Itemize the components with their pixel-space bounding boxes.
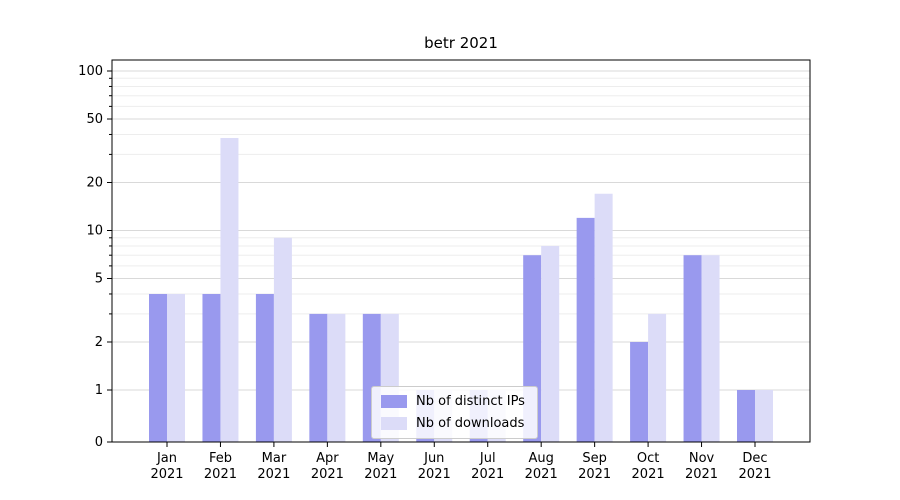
x-tick-label-month: Oct — [637, 451, 659, 466]
x-tick-label-month: Dec — [742, 451, 767, 466]
y-tick-label: 100 — [78, 64, 103, 79]
bar-downloads — [220, 138, 239, 442]
x-tick-label-year: 2021 — [204, 467, 237, 482]
x-tick-label-month: Aug — [528, 451, 553, 466]
x-tick-label-month: Nov — [689, 451, 715, 466]
y-tick-label: 2 — [95, 335, 103, 350]
bar-distinct-ips — [630, 341, 649, 442]
x-tick-label-year: 2021 — [471, 467, 504, 482]
bar-downloads — [701, 255, 720, 442]
x-tick-label-month: Jul — [479, 451, 496, 466]
x-tick-label-month: May — [367, 451, 394, 466]
x-tick-label-year: 2021 — [311, 467, 344, 482]
x-tick-label-year: 2021 — [257, 467, 290, 482]
y-tick-label: 20 — [86, 175, 103, 190]
x-tick-label-year: 2021 — [578, 467, 611, 482]
legend-label-downloads: Nb of downloads — [416, 416, 525, 431]
bar-distinct-ips — [576, 217, 595, 442]
x-tick-label-month: Jun — [423, 451, 444, 466]
legend-item-distinct-ips: Nb of distinct IPs — [381, 394, 525, 409]
x-tick-label-month: Apr — [316, 451, 339, 466]
x-tick-label-year: 2021 — [738, 467, 771, 482]
plot-border — [111, 59, 811, 443]
bar-downloads — [273, 237, 292, 442]
y-tick-label: 10 — [86, 224, 103, 239]
x-tick-label-month: Mar — [262, 451, 287, 466]
x-tick-label-month: Sep — [582, 451, 607, 466]
y-tick-label: 5 — [95, 272, 103, 287]
bar-downloads — [594, 193, 613, 442]
bar-downloads — [167, 293, 185, 442]
bar-distinct-ips — [149, 293, 167, 442]
y-tick-label: 0 — [95, 435, 103, 450]
bar-distinct-ips — [255, 293, 274, 442]
y-tick-label: 50 — [86, 112, 103, 127]
legend-swatch-distinct-ips — [381, 395, 407, 408]
x-tick-label-month: Feb — [209, 451, 232, 466]
legend-swatch-downloads — [381, 417, 407, 430]
bar-distinct-ips — [202, 293, 221, 442]
legend-label-distinct-ips: Nb of distinct IPs — [416, 394, 525, 409]
x-tick-label-year: 2021 — [150, 467, 183, 482]
x-tick-label-year: 2021 — [525, 467, 558, 482]
bar-downloads — [541, 245, 560, 442]
legend-item-downloads: Nb of downloads — [381, 416, 525, 431]
chart-title: betr 2021 — [424, 34, 498, 52]
bar-downloads — [648, 313, 667, 442]
bar-downloads — [327, 313, 346, 442]
bar-distinct-ips — [737, 390, 755, 442]
x-tick-label-year: 2021 — [364, 467, 397, 482]
x-tick-label-month: Jan — [156, 451, 177, 466]
x-tick-label-year: 2021 — [418, 467, 451, 482]
x-tick-label-year: 2021 — [685, 467, 718, 482]
bar-distinct-ips — [309, 313, 328, 442]
y-tick-label: 1 — [95, 383, 103, 398]
x-tick-label-year: 2021 — [632, 467, 665, 482]
bar-downloads — [755, 390, 773, 442]
bar-distinct-ips — [683, 255, 702, 442]
legend: Nb of distinct IPs Nb of downloads — [371, 386, 538, 439]
